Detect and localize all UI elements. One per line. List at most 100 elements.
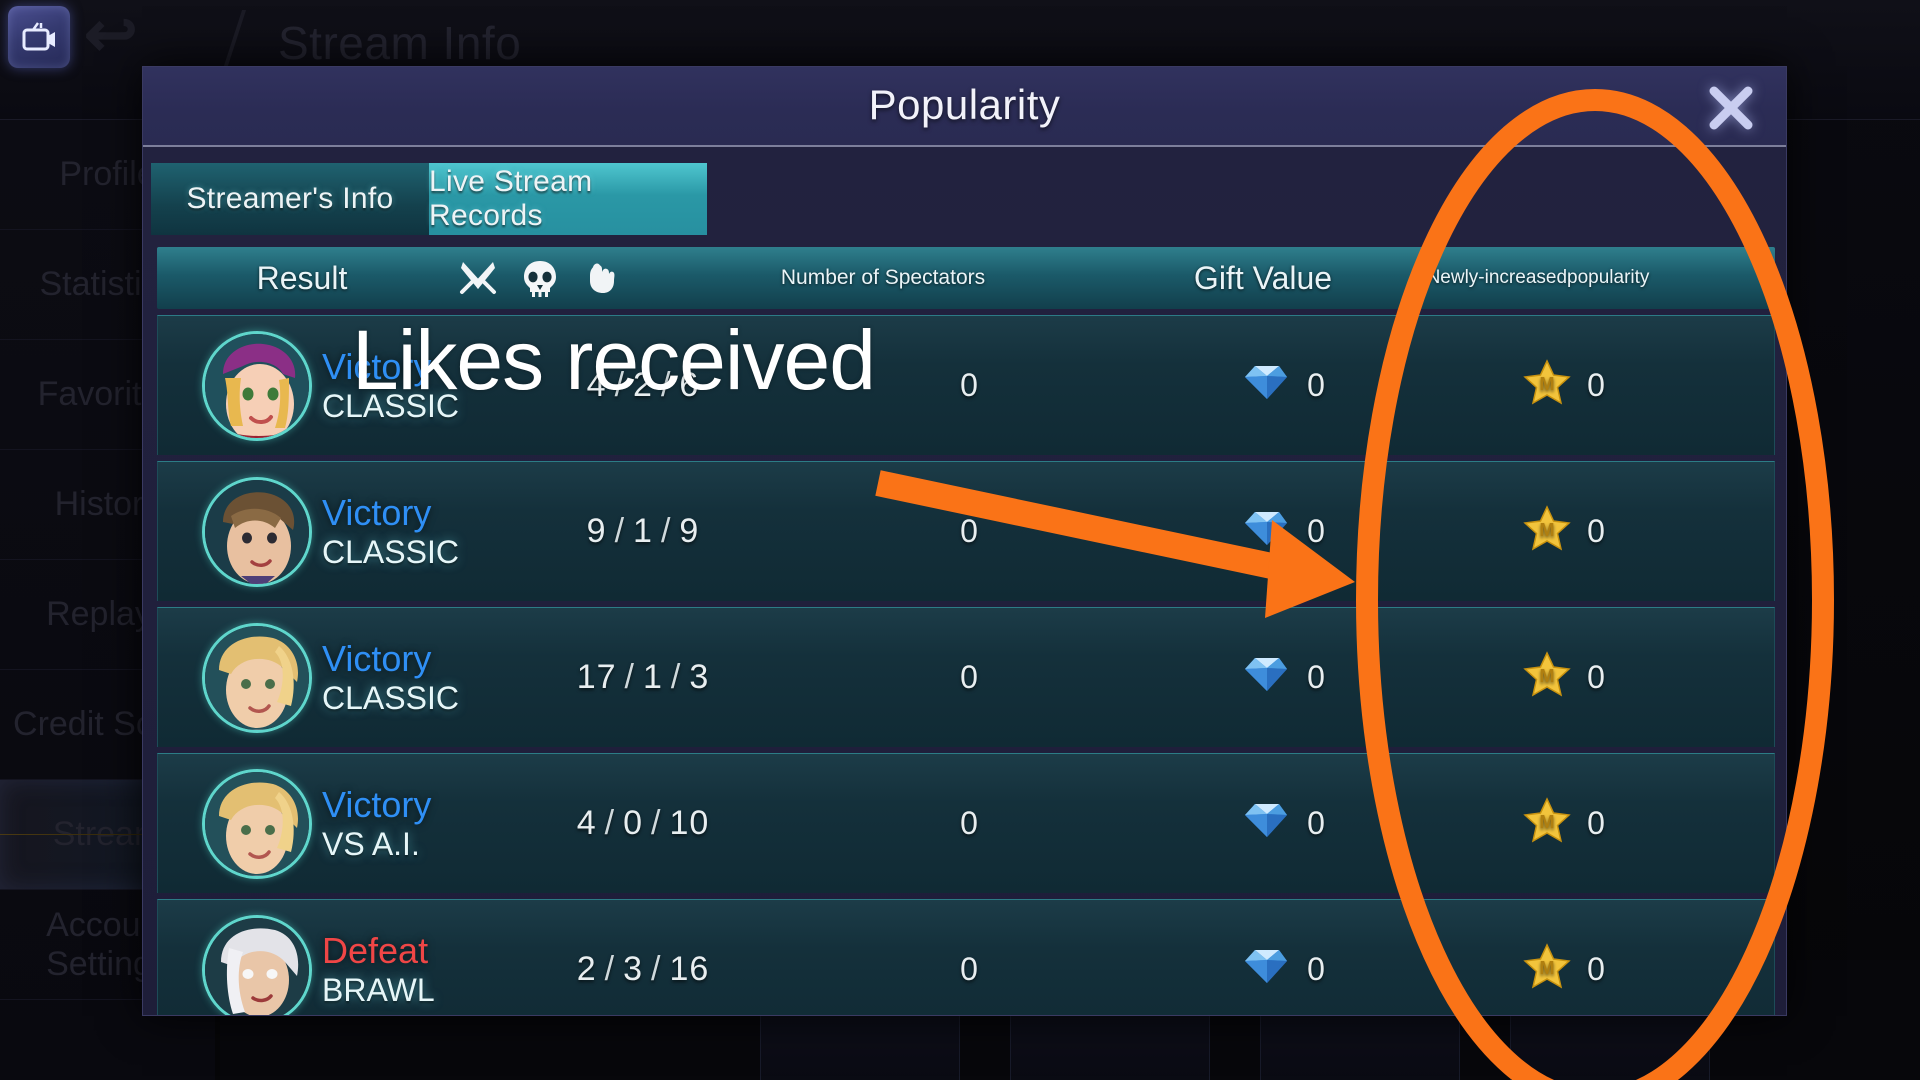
popularity-value: 0 (1587, 367, 1605, 403)
kda-cell: 9/1/9 (586, 512, 700, 550)
assists-value: 16 (669, 950, 710, 988)
assists-value: 3 (689, 658, 710, 696)
gift-value: 0 (1307, 659, 1325, 695)
popularity-value: 0 (1587, 513, 1605, 549)
popularity-cell: M 0 (1419, 358, 1709, 413)
gift-value: 0 (1307, 367, 1325, 403)
avatar (202, 476, 312, 587)
gift-cell: 0 (1149, 362, 1419, 410)
spectators-value: 0 (960, 367, 978, 403)
dialog-body: Streamer's Info Live Stream Records Resu… (143, 147, 1786, 1015)
tv-stream-icon[interactable] (8, 6, 70, 68)
spectators-value: 0 (960, 951, 978, 987)
kda-cell: 17/1/3 (576, 658, 710, 696)
assists-value: 6 (679, 366, 700, 404)
diamond-icon (1243, 800, 1289, 848)
popularity-cell: M 0 (1419, 504, 1709, 559)
crossed-swords-icon (447, 258, 509, 298)
deaths-value: 1 (642, 658, 663, 696)
tab-streamers-info[interactable]: Streamer's Info (151, 163, 429, 235)
assists-value: 10 (669, 804, 710, 842)
spectators-value: 0 (960, 805, 978, 841)
popularity-value: 0 (1587, 659, 1605, 695)
dialog-title: Popularity (868, 81, 1061, 128)
result-cell: Victory VS A.I. (322, 784, 497, 862)
kills-value: 2 (576, 950, 597, 988)
gift-value: 0 (1307, 951, 1325, 987)
kda-cell: 4/0/10 (576, 804, 710, 842)
svg-text:M: M (1540, 666, 1555, 686)
sidebar-item-profile[interactable]: Profile (0, 120, 215, 230)
gift-value: 0 (1307, 805, 1325, 841)
dialog-header: Popularity (143, 67, 1786, 147)
mode-label: CLASSIC (322, 679, 459, 716)
table-row[interactable]: Victory CLASSIC 9/1/9 0 (157, 461, 1775, 601)
fist-icon (571, 259, 633, 297)
diamond-icon (1243, 654, 1289, 702)
avatar (202, 914, 312, 1015)
kda-cell: 2/3/16 (576, 950, 710, 988)
svg-text:M: M (1540, 812, 1555, 832)
table-row[interactable]: Victory CLASSIC 4/2/6 0 (157, 315, 1775, 455)
deaths-value: 2 (633, 366, 653, 404)
column-header-gift-value: Gift Value (1193, 259, 1333, 296)
gift-cell: 0 (1149, 508, 1419, 556)
result-cell: Victory CLASSIC (322, 492, 497, 570)
result-cell: Victory CLASSIC (322, 346, 497, 424)
spectators-value: 0 (960, 513, 978, 549)
gold-star-m-icon: M (1523, 796, 1571, 851)
column-header-spectators: Number of Spectators (780, 266, 986, 289)
diamond-icon (1243, 946, 1289, 994)
records-list[interactable]: Victory CLASSIC 4/2/6 0 (157, 315, 1775, 1015)
table-row[interactable]: Victory CLASSIC 17/1/3 0 (157, 607, 1775, 747)
kills-value: 4 (576, 804, 597, 842)
popularity-cell: M 0 (1419, 942, 1709, 997)
title-divider (221, 10, 247, 72)
result-label: Victory (322, 638, 432, 680)
popularity-value: 0 (1587, 951, 1605, 987)
tab-bar: Streamer's Info Live Stream Records (151, 163, 707, 235)
svg-text:M: M (1540, 520, 1555, 540)
popularity-dialog: Popularity Streamer's Info Live Stream R… (142, 66, 1787, 1016)
gold-star-m-icon: M (1523, 650, 1571, 705)
tab-live-stream-records[interactable]: Live Stream Records (429, 163, 707, 235)
skull-icon (509, 259, 571, 297)
deaths-value: 3 (623, 950, 643, 988)
kills-value: 9 (586, 512, 607, 550)
kills-value: 17 (576, 658, 617, 696)
avatar (202, 768, 312, 879)
deaths-value: 1 (633, 512, 653, 550)
diamond-icon (1243, 508, 1289, 556)
mode-label: CLASSIC (322, 533, 459, 570)
svg-text:M: M (1540, 958, 1555, 978)
mode-label: VS A.I. (322, 825, 420, 862)
kda-cell: 4/2/6 (586, 366, 700, 404)
table-row[interactable]: Defeat BRAWL 2/3/16 0 (157, 899, 1775, 1015)
close-icon[interactable] (1698, 75, 1764, 141)
kills-value: 4 (586, 366, 607, 404)
table-header-row: Result (157, 247, 1775, 309)
table-row[interactable]: Victory VS A.I. 4/0/10 0 (157, 753, 1775, 893)
gold-star-m-icon: M (1523, 358, 1571, 413)
back-arrow-icon[interactable]: ↩ (84, 0, 138, 70)
deaths-value: 0 (623, 804, 643, 842)
avatar (202, 330, 312, 441)
result-label: Defeat (322, 930, 429, 972)
popularity-cell: M 0 (1419, 796, 1709, 851)
gift-cell: 0 (1149, 654, 1419, 702)
popularity-header-line2: popularity (1567, 267, 1650, 289)
gold-star-m-icon: M (1523, 504, 1571, 559)
column-header-newly-increased-popularity: Newly-increased popularity (1393, 267, 1683, 289)
result-label: Victory (322, 492, 432, 534)
column-header-result: Result (256, 259, 348, 296)
mode-label: BRAWL (322, 971, 435, 1008)
gift-value: 0 (1307, 513, 1325, 549)
avatar (202, 622, 312, 733)
gift-cell: 0 (1149, 800, 1419, 848)
popularity-value: 0 (1587, 805, 1605, 841)
result-cell: Defeat BRAWL (322, 930, 497, 1008)
popularity-header-line1: Newly-increased (1426, 267, 1568, 289)
gold-star-m-icon: M (1523, 942, 1571, 997)
popularity-cell: M 0 (1419, 650, 1709, 705)
